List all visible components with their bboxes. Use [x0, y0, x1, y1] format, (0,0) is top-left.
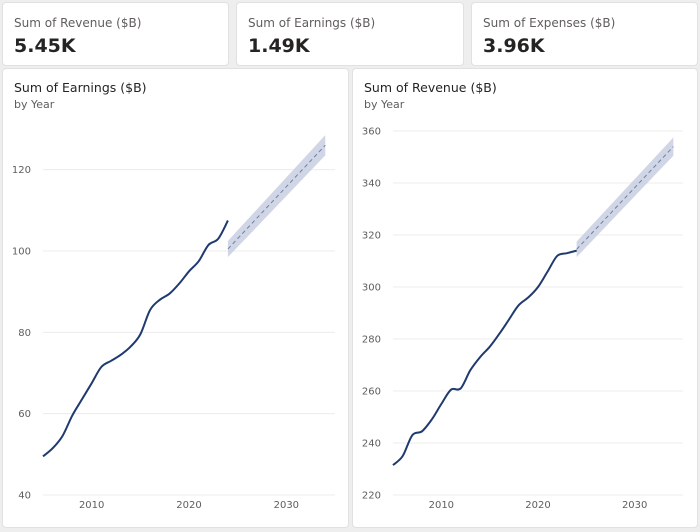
y-tick-label: 340	[362, 179, 381, 190]
kpi-card-expenses[interactable]: Sum of Expenses ($B) 3.96K	[471, 2, 698, 66]
kpi-label: Sum of Earnings ($B)	[248, 16, 376, 30]
y-tick-label: 280	[362, 335, 381, 346]
y-tick-label: 120	[12, 165, 31, 176]
y-tick-label: 240	[362, 439, 381, 450]
revenue-chart-card[interactable]: Sum of Revenue ($B) by Year 220 240 260 280…	[352, 68, 698, 528]
kpi-label: Sum of Revenue ($B)	[14, 16, 142, 30]
kpi-card-revenue[interactable]: Sum of Revenue ($B) 5.45K	[2, 2, 229, 66]
y-tick-label: 60	[18, 409, 31, 420]
kpi-card-earnings[interactable]: Sum of Earnings ($B) 1.49K	[236, 2, 464, 66]
earnings-line-chart: 40 60 80 100 120 2010 2020 2030	[12, 135, 335, 511]
y-tick-label: 80	[18, 328, 31, 339]
chart-subtitle: by Year	[364, 98, 405, 111]
forecast-line	[227, 144, 326, 250]
x-tick-label: 2010	[79, 500, 104, 511]
y-tick-label: 300	[362, 283, 381, 294]
x-tick-label: 2020	[525, 500, 550, 511]
chart-title: Sum of Revenue ($B)	[364, 80, 497, 95]
chart-title: Sum of Earnings ($B)	[14, 80, 147, 95]
y-tick-label: 320	[362, 231, 381, 242]
kpi-value: 1.49K	[248, 35, 310, 57]
forecast-confidence-band	[227, 135, 326, 258]
x-tick-label: 2010	[429, 500, 454, 511]
earnings-chart-card[interactable]: Sum of Earnings ($B) by Year 40 60 80 100 12…	[2, 68, 349, 528]
x-tick-label: 2030	[274, 500, 299, 511]
y-tick-label: 260	[362, 387, 381, 398]
series-line[interactable]	[392, 249, 577, 466]
x-tick-label: 2020	[176, 500, 201, 511]
forecast-line	[576, 146, 674, 250]
y-tick-label: 100	[12, 247, 31, 258]
kpi-label: Sum of Expenses ($B)	[483, 16, 616, 30]
y-tick-label: 360	[362, 127, 381, 138]
series-line[interactable]	[42, 220, 229, 458]
y-tick-label: 220	[362, 491, 381, 502]
revenue-line-chart: 220 240 260 280 300 320 340 360 2010 2020 2030	[362, 127, 683, 511]
x-tick-label: 2030	[622, 500, 647, 511]
kpi-value: 3.96K	[483, 35, 545, 57]
kpi-value: 5.45K	[14, 35, 76, 57]
chart-subtitle: by Year	[14, 98, 55, 111]
y-tick-label: 40	[18, 491, 31, 502]
